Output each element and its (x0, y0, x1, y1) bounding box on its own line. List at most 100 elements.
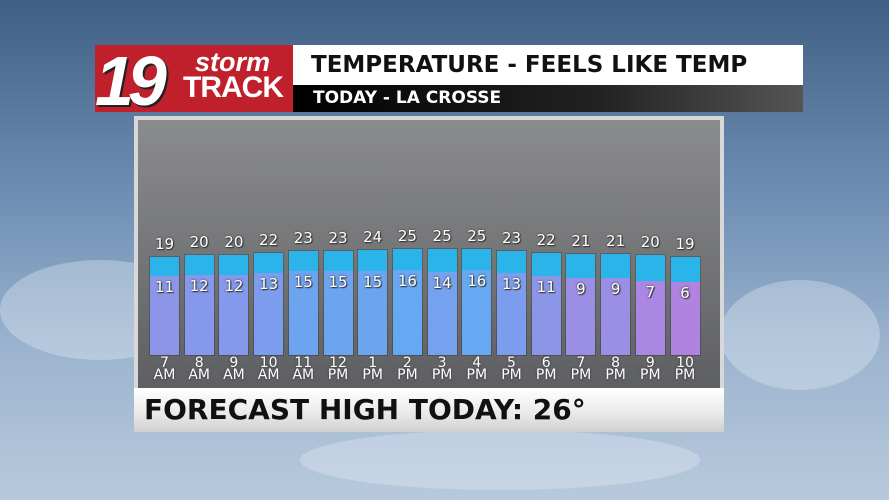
feels-like-label: 7 (645, 282, 656, 301)
bar-feels-like (150, 275, 179, 355)
bar (323, 251, 353, 355)
hour-meridiem: PM (501, 367, 522, 383)
hour-label: 8 AM (179, 355, 219, 383)
temperature-label: 21 (606, 232, 626, 251)
bar (392, 248, 422, 355)
feels-like-label: 15 (293, 273, 313, 291)
graphic-title: TEMPERATURE - FEELS LIKE TEMP (293, 45, 803, 85)
temperature-label: 20 (640, 233, 660, 252)
feels-like-label: 9 (610, 280, 621, 299)
bar-feels-like (531, 275, 561, 355)
bar (288, 251, 318, 355)
bar-feels-like (670, 281, 700, 355)
bar-feels-like (497, 273, 526, 355)
hour-number: 8 (194, 355, 204, 371)
temperature-label: 23 (328, 229, 348, 248)
temperature-label: 21 (571, 232, 591, 251)
bar (635, 255, 665, 355)
feels-like-label: 15 (328, 273, 348, 291)
bar (531, 252, 561, 355)
hour-number: 7 (576, 355, 586, 371)
feels-like-label: 13 (501, 275, 522, 294)
bar-feels-like (462, 269, 492, 355)
temperature-label: 22 (536, 230, 556, 249)
temperature-label: 25 (432, 226, 452, 245)
hour-meridiem: PM (640, 367, 661, 383)
hour-meridiem: PM (397, 367, 418, 383)
chart-plot: 19 11 7 AM 20 12 8 AM 20 12 9 AM 22 13 10 AM 23 15 11 AM 23 1… (138, 120, 720, 388)
bar-feels-like (254, 273, 284, 355)
hour-meridiem: PM (605, 367, 626, 383)
feels-like-label: 15 (363, 273, 383, 291)
temperature-label: 23 (293, 229, 313, 248)
temperature-label: 19 (675, 234, 695, 253)
feels-like-label: 12 (189, 276, 209, 295)
hour-number: 12 (329, 355, 347, 371)
hour-meridiem: AM (188, 367, 211, 383)
hour-meridiem: PM (535, 367, 557, 383)
feels-like-label: 14 (432, 274, 452, 293)
hour-number: 5 (507, 355, 516, 371)
bar-feels-like (323, 270, 353, 355)
hour-label: 10 PM (665, 356, 705, 383)
hour-label: 1 PM (353, 355, 393, 383)
hour-label: 12 PM (318, 355, 358, 383)
bar-feels-like (288, 270, 318, 355)
chart-panel: 19 11 7 AM 20 12 8 AM 20 12 9 AM 22 13 10 AM 23 15 11 AM 23 1… (134, 116, 724, 432)
hour-label: 4 PM (457, 355, 497, 383)
hour-meridiem: AM (292, 367, 315, 383)
temperature-label: 24 (363, 228, 383, 247)
bar (497, 251, 526, 355)
hour-number: 1 (368, 355, 378, 371)
temperature-label: 19 (154, 234, 175, 253)
bar-feels-like (427, 272, 457, 355)
bar-feels-like (635, 280, 665, 355)
hour-number: 7 (160, 355, 169, 371)
bar-feels-like (358, 270, 388, 355)
bar (462, 248, 492, 355)
feels-like-label: 9 (576, 280, 586, 299)
hour-meridiem: PM (674, 367, 696, 383)
cloud (720, 280, 880, 390)
hour-number: 8 (611, 355, 621, 371)
temperature-label: 20 (189, 233, 209, 252)
bar (427, 248, 457, 355)
bar (254, 252, 284, 355)
bar (184, 255, 214, 355)
hour-meridiem: PM (327, 367, 349, 383)
hour-meridiem: AM (257, 367, 280, 383)
hour-number: 10 (259, 355, 278, 371)
hour-label: 2 PM (387, 355, 427, 383)
logo-track: TRACK (183, 71, 284, 104)
logo-storm: storm (195, 47, 271, 77)
temperature-label: 20 (224, 233, 244, 252)
hour-number: 2 (402, 355, 412, 371)
bar-feels-like (566, 278, 596, 355)
hour-label: 3 PM (422, 356, 462, 383)
feels-like-label: 16 (397, 271, 417, 290)
hour-meridiem: AM (153, 367, 176, 383)
bar-feels-like (184, 274, 214, 355)
hour-label: 9 PM (630, 355, 670, 383)
hour-number: 9 (645, 355, 655, 371)
hour-number: 4 (472, 355, 482, 371)
hour-meridiem: PM (362, 367, 383, 383)
hour-label: 8 PM (596, 355, 636, 383)
bar (219, 255, 249, 355)
feels-like-label: 6 (680, 283, 690, 302)
logo-number: 19 (95, 42, 167, 120)
temperature-label: 25 (467, 226, 487, 245)
station-logo: 19 storm TRACK (95, 42, 293, 120)
feels-like-label: 12 (224, 276, 244, 295)
temperature-label: 25 (397, 226, 417, 245)
hour-meridiem: PM (466, 367, 488, 383)
hour-label: 7 PM (561, 355, 601, 383)
forecast-high: FORECAST HIGH TODAY: 26° (134, 388, 724, 432)
hour-label: 11 AM (283, 356, 323, 383)
bar (150, 256, 179, 355)
hour-label: 6 PM (526, 356, 566, 383)
hour-meridiem: PM (570, 367, 592, 383)
feels-like-label: 13 (259, 275, 279, 294)
feels-like-label: 11 (154, 277, 175, 296)
hour-meridiem: PM (431, 367, 453, 383)
